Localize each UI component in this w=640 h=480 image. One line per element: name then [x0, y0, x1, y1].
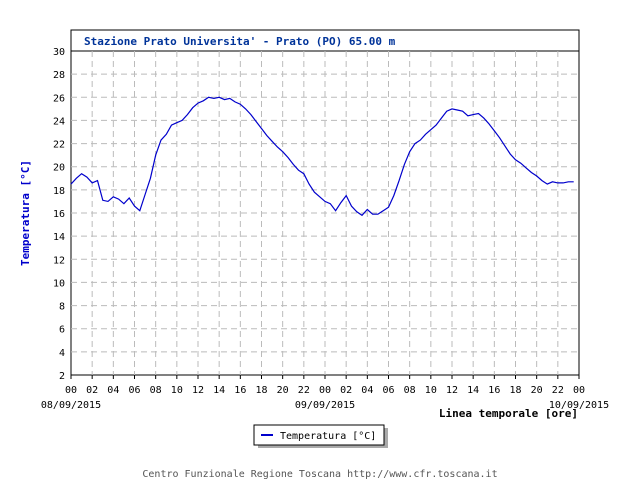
x-tick-label: 22: [298, 385, 310, 396]
date-label: 08/09/2015: [41, 400, 101, 411]
x-tick-label: 08: [404, 385, 416, 396]
legend: Temperatura [°C]: [253, 424, 388, 448]
date-labels: 08/09/2015 09/09/2015 10/09/2015: [41, 400, 609, 411]
grid-lines: [71, 51, 579, 375]
y-axis-label: Temperatura [°C]: [19, 160, 32, 266]
date-label: 10/09/2015: [549, 400, 609, 411]
x-axis-label: Linea temporale [ore]: [439, 407, 578, 420]
x-tick-label: 10: [425, 385, 437, 396]
y-tick-label: 12: [53, 255, 65, 266]
y-tick-label: 14: [53, 232, 65, 243]
x-tick-label: 20: [277, 385, 289, 396]
legend-entry: Temperatura [°C]: [280, 431, 376, 442]
y-tick-label: 4: [59, 348, 65, 359]
y-tick-label: 10: [53, 278, 65, 289]
x-axis-ticks: 00 02 04 06 08 10 12 14 16 18 20 22 00 02 04 06 08 10 12 14…: [65, 375, 585, 396]
x-tick-label: 16: [488, 385, 500, 396]
chart-title: Stazione Prato Universita' - Prato (PO) …: [84, 35, 396, 48]
x-tick-label: 10: [171, 385, 183, 396]
x-tick-label: 14: [467, 385, 479, 396]
x-tick-label: 12: [192, 385, 204, 396]
x-tick-label: 16: [234, 385, 246, 396]
y-tick-label: 2: [59, 371, 65, 382]
y-tick-label: 24: [53, 116, 65, 127]
x-tick-label: 06: [128, 385, 140, 396]
x-tick-label: 14: [213, 385, 225, 396]
x-tick-label: 12: [446, 385, 458, 396]
x-tick-label: 00: [573, 385, 585, 396]
x-tick-label: 08: [150, 385, 162, 396]
x-tick-label: 00: [65, 385, 77, 396]
x-tick-label: 22: [552, 385, 564, 396]
y-tick-label: 30: [53, 47, 65, 58]
x-tick-label: 04: [361, 385, 373, 396]
x-tick-label: 00: [319, 385, 331, 396]
date-label: 09/09/2015: [295, 400, 355, 411]
x-tick-label: 02: [340, 385, 352, 396]
temperature-series-line: [70, 96, 574, 217]
x-tick-label: 02: [86, 385, 98, 396]
x-tick-label: 18: [255, 385, 267, 396]
y-tick-label: 6: [59, 325, 65, 336]
y-tick-label: 20: [53, 163, 65, 174]
x-tick-label: 04: [107, 385, 119, 396]
y-tick-label: 16: [53, 209, 65, 220]
y-tick-label: 26: [53, 93, 65, 104]
y-tick-label: 18: [53, 186, 65, 197]
legend-box: [253, 424, 385, 446]
y-tick-label: 22: [53, 140, 65, 151]
y-tick-label: 28: [53, 70, 65, 81]
x-tick-label: 18: [509, 385, 521, 396]
x-tick-label: 06: [382, 385, 394, 396]
footer-credit: Centro Funzionale Regione Toscana http:/…: [142, 469, 497, 480]
y-tick-label: 8: [59, 302, 65, 313]
x-tick-label: 20: [531, 385, 543, 396]
